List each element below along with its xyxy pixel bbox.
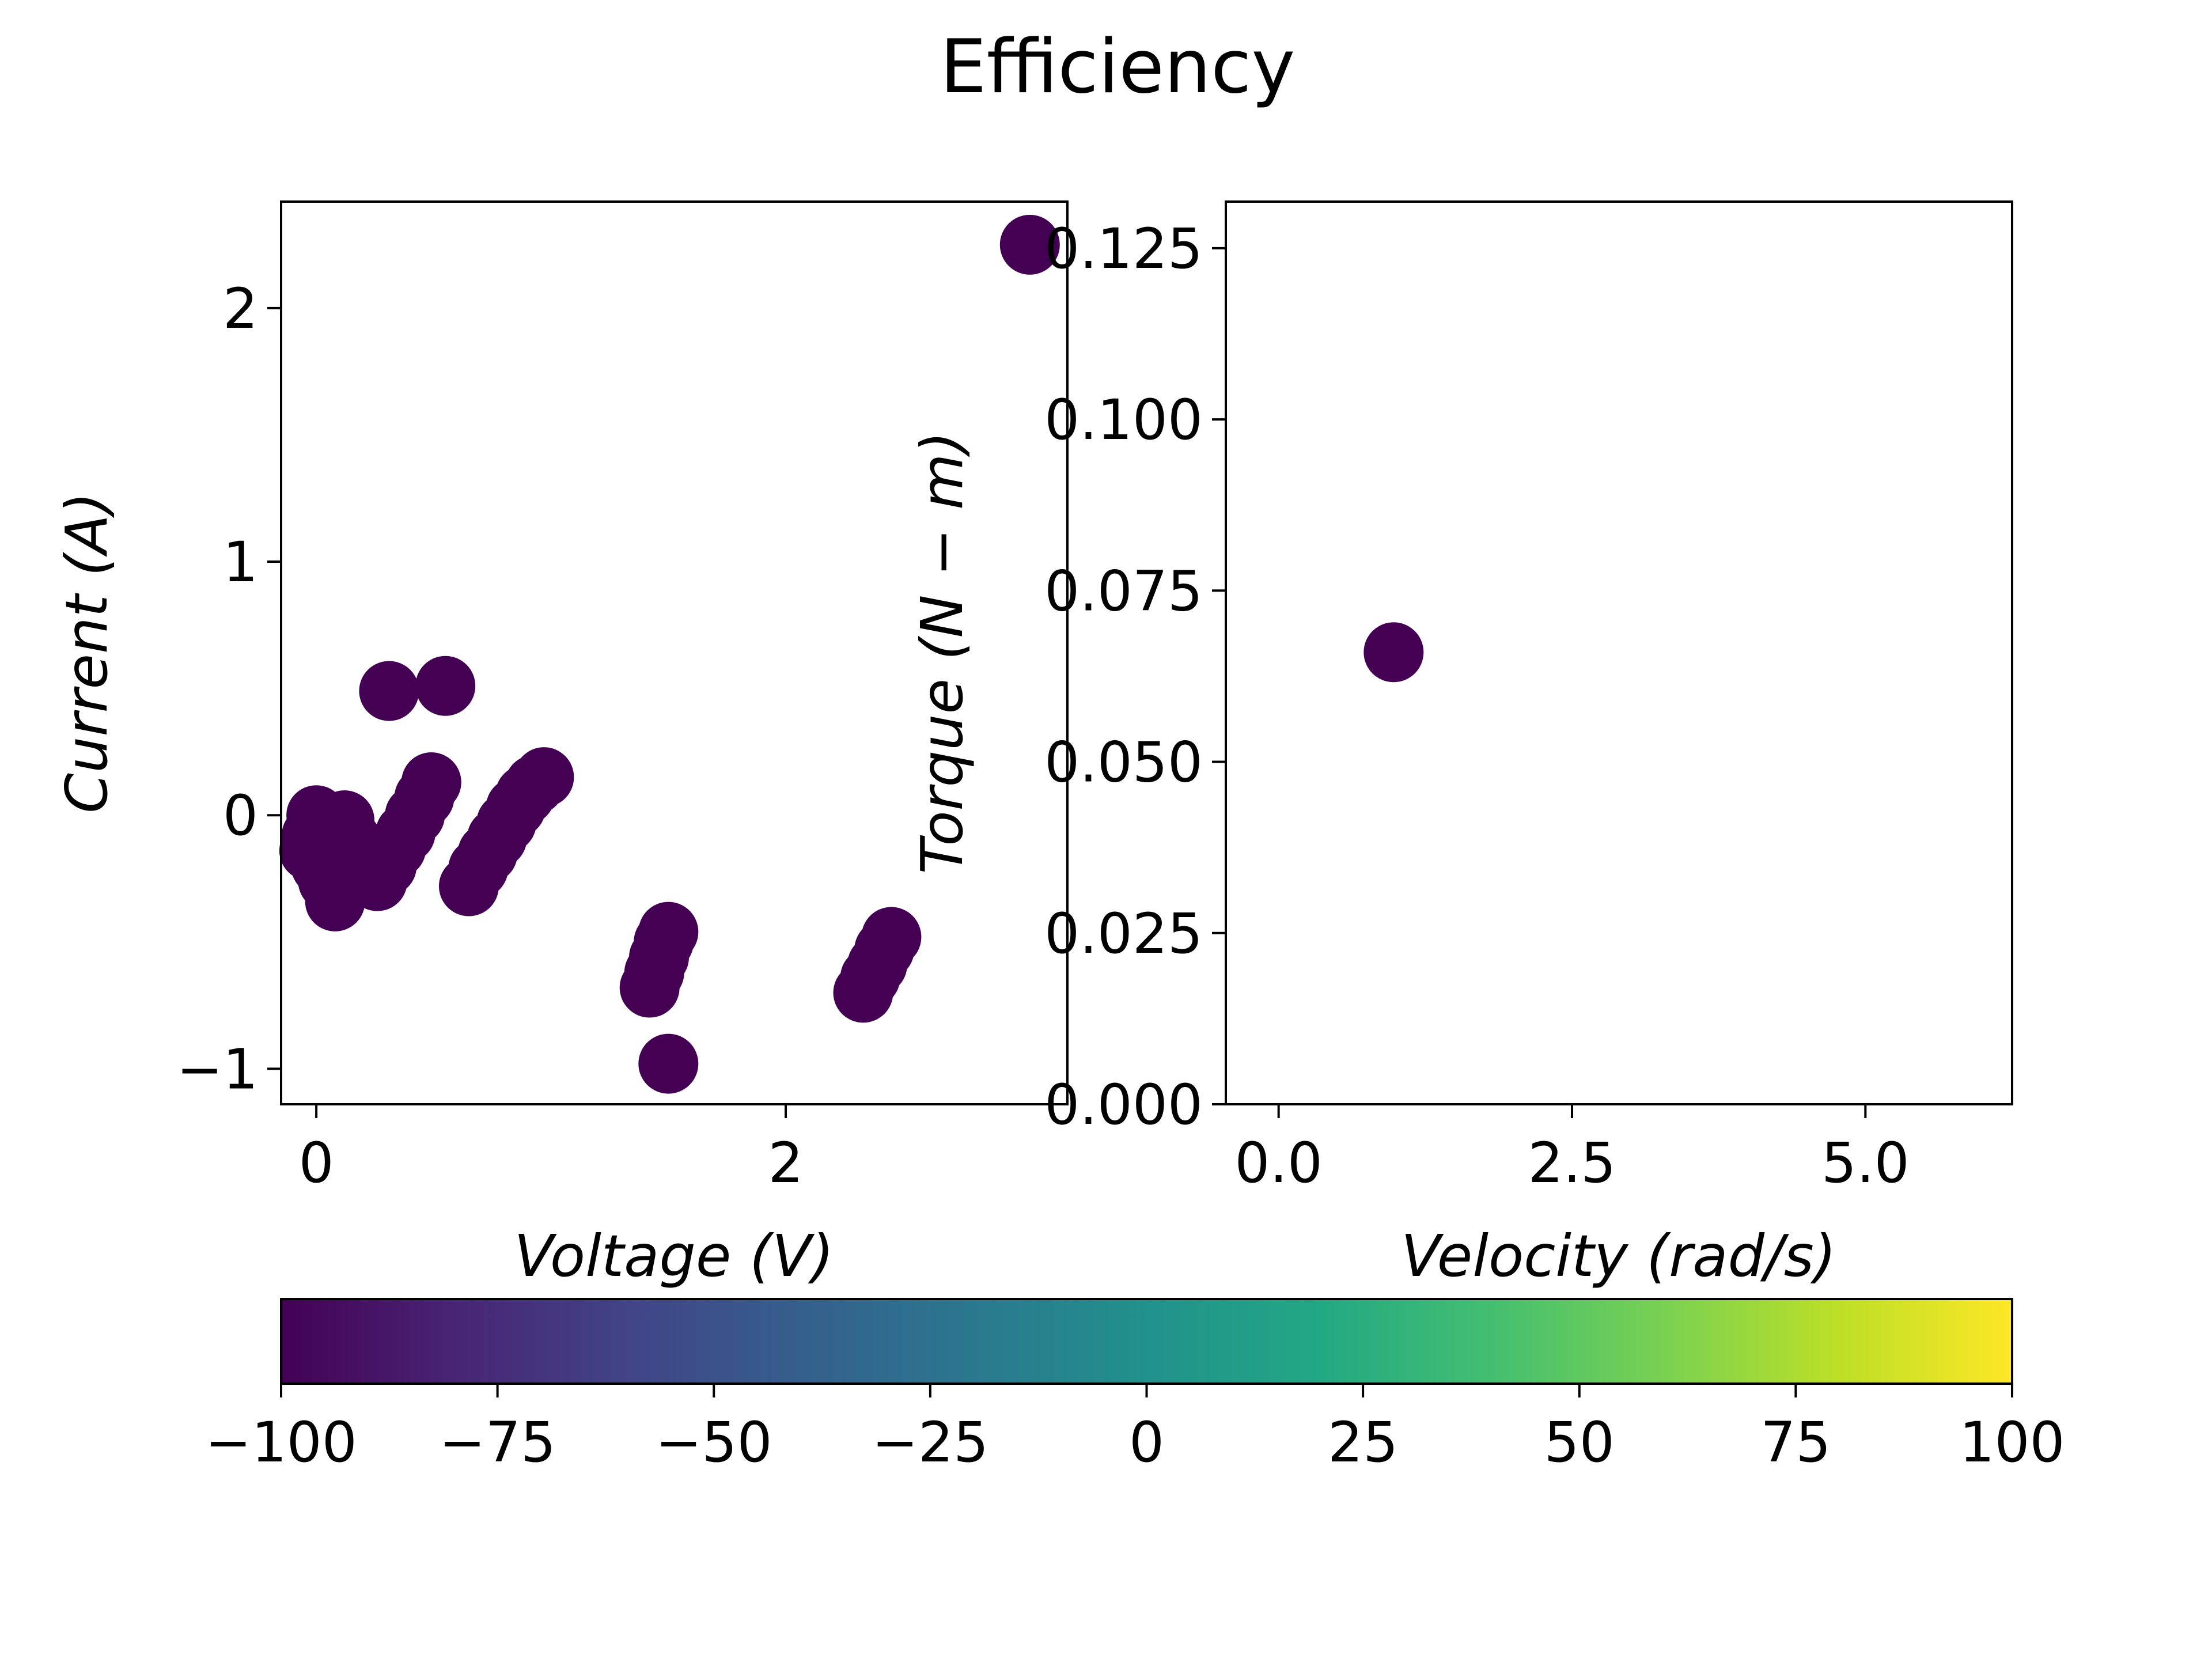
left-scatter-point bbox=[638, 1033, 699, 1094]
right-y-tick-label: 0.050 bbox=[1044, 730, 1203, 795]
left-axes-frame bbox=[280, 200, 1069, 1105]
colorbar-tick-label: 100 bbox=[1959, 1410, 2065, 1475]
colorbar-tick-label: −100 bbox=[205, 1410, 357, 1475]
right-x-axis-label: Velocity (rad/s) bbox=[1401, 1222, 1836, 1290]
left-scatter-point bbox=[638, 902, 699, 962]
left-scatter-point bbox=[359, 661, 419, 721]
chart-title: Efficiency bbox=[940, 24, 1296, 110]
colorbar-tick-label: 75 bbox=[1760, 1410, 1831, 1475]
right-scatter-points bbox=[1363, 622, 1424, 683]
colorbar: −100 −75 −50 −25 0 25 50 75 100 bbox=[205, 1298, 2065, 1475]
right-axis-ticks: 0.0 2.5 5.0 0.000 0.025 0.050 0.075 0.100 0.125 bbox=[1044, 217, 1910, 1195]
colorbar-tick-label: −50 bbox=[656, 1410, 772, 1475]
left-y-tick-label: 0 bbox=[223, 783, 258, 848]
left-x-tick-label: 2 bbox=[768, 1131, 804, 1195]
right-y-tick-label: 0.100 bbox=[1044, 388, 1203, 452]
colorbar-tick-label: −75 bbox=[439, 1410, 556, 1475]
left-axis-ticks: 0 2 −1 0 1 2 bbox=[176, 276, 803, 1195]
colorbar-fill bbox=[280, 1298, 2013, 1385]
left-x-tick-label: 0 bbox=[299, 1131, 334, 1195]
left-scatter-points bbox=[279, 214, 1060, 1094]
right-y-tick-label: 0.025 bbox=[1044, 902, 1203, 966]
left-scatter-point bbox=[415, 656, 476, 716]
right-y-tick-label: 0.125 bbox=[1044, 217, 1203, 281]
right-y-tick-label: 0.000 bbox=[1044, 1073, 1203, 1137]
colorbar-tick-label: 0 bbox=[1129, 1410, 1164, 1475]
left-y-axis-label: Current (A) bbox=[53, 492, 120, 813]
left-y-tick-label: −1 bbox=[176, 1037, 258, 1101]
right-x-tick-label: 5.0 bbox=[1821, 1131, 1910, 1195]
left-y-tick-label: 1 bbox=[223, 530, 258, 594]
left-scatter-point bbox=[999, 214, 1060, 275]
left-x-axis-label: Voltage (V) bbox=[514, 1222, 834, 1290]
right-x-tick-label: 2.5 bbox=[1528, 1131, 1616, 1195]
colorbar-tick-label: 25 bbox=[1328, 1410, 1398, 1475]
left-scatter-point bbox=[514, 747, 574, 808]
colorbar-tick-label: −25 bbox=[872, 1410, 989, 1475]
left-scatter-point bbox=[861, 907, 922, 967]
right-scatter-point bbox=[1363, 622, 1424, 683]
right-x-tick-label: 0.0 bbox=[1234, 1131, 1323, 1195]
left-scatter-point bbox=[401, 752, 461, 812]
right-y-tick-label: 0.075 bbox=[1044, 559, 1203, 623]
colorbar-tick-label: 50 bbox=[1544, 1410, 1615, 1475]
right-y-axis-label: Torque (N − m) bbox=[908, 431, 976, 874]
left-scatter-panel: 0 2 −1 0 1 2 Voltage (V) Current (A) bbox=[53, 200, 1069, 1290]
right-scatter-panel: 0.0 2.5 5.00.0000.0250.0500.0750.1000.125 … bbox=[908, 200, 2013, 1290]
right-axes-frame bbox=[1225, 200, 2013, 1105]
left-y-tick-label: 2 bbox=[223, 276, 258, 341]
colorbar-ticks: −100 −75 −50 −25 0 25 50 75 100 bbox=[205, 1384, 2065, 1475]
